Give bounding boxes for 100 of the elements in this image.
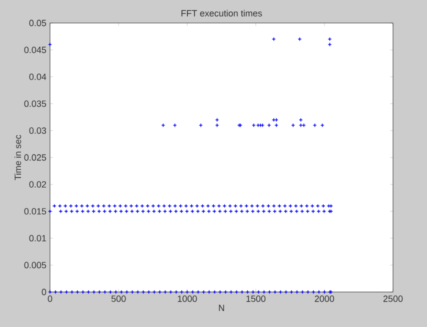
point [119,209,124,214]
y-tick-label: 0.015 [24,208,46,214]
point [267,123,272,128]
point [174,209,178,214]
point [114,209,118,214]
point [157,209,162,214]
point [255,204,260,208]
point [260,123,265,128]
point [196,290,200,294]
point [90,204,95,208]
point [272,37,276,42]
point [129,204,134,208]
point [92,209,96,214]
point [124,209,129,214]
x-tick-label: 1500 [246,296,266,302]
point [282,204,287,208]
point [207,290,212,294]
x-tick-label: 2000 [314,296,334,302]
point [130,209,134,214]
x-tick-label: 0 [48,296,52,302]
point [168,209,172,214]
point [274,118,278,122]
point [92,290,96,294]
point [173,204,178,208]
point [97,209,102,214]
x-axis-title: N [218,304,224,311]
point [141,290,146,294]
point [48,290,52,294]
point [196,209,200,214]
point [311,290,316,294]
point [251,290,256,294]
point [200,204,205,208]
chart-title: FFT execution times [181,10,262,16]
point [244,204,248,208]
point [229,290,234,294]
point [124,290,129,294]
point [146,290,151,294]
point [97,290,102,294]
point [289,290,294,294]
point [217,204,222,208]
point [284,290,288,294]
point [206,209,211,214]
point [174,290,178,294]
y-tick-label: 0.045 [24,46,46,54]
point [238,204,243,208]
point [63,204,68,208]
y-tick-label: 0.03 [29,127,46,134]
point [124,204,128,208]
point [294,204,298,208]
point [146,209,151,214]
point [328,42,332,47]
point [272,204,276,208]
point [107,204,112,208]
point [158,290,162,294]
y-tick-label: 0.01 [29,235,46,242]
point [273,290,278,294]
point [48,209,52,214]
point [256,290,261,294]
y-axis-title: Time in sec [14,134,22,180]
point [162,209,167,214]
point [300,290,304,294]
point [184,209,189,214]
point [316,209,321,214]
point [240,290,244,294]
point [222,204,227,208]
y-tick-label: 0 [42,288,46,296]
point [212,290,217,294]
point [190,209,194,214]
point [172,123,177,128]
point [266,204,270,208]
point [108,209,112,214]
point [212,209,216,214]
point [152,290,156,294]
point [118,204,122,208]
point [184,204,188,208]
point [136,290,140,294]
point [218,209,222,214]
point [108,290,112,294]
point [162,204,166,208]
point [322,290,326,294]
point [201,209,206,214]
point [130,290,134,294]
y-tick-label: 0.02 [29,181,46,188]
y-tick-label: 0.005 [24,262,46,268]
point [321,204,326,208]
point [86,209,90,214]
point [195,204,200,208]
point [53,290,58,294]
point [278,290,282,294]
point [294,290,299,294]
point [86,290,90,294]
point [96,204,100,208]
point [85,204,90,208]
point [74,204,78,208]
point [306,290,310,294]
point [52,204,56,208]
point [102,204,106,208]
point [322,209,326,214]
point [185,290,190,294]
point [58,290,63,294]
